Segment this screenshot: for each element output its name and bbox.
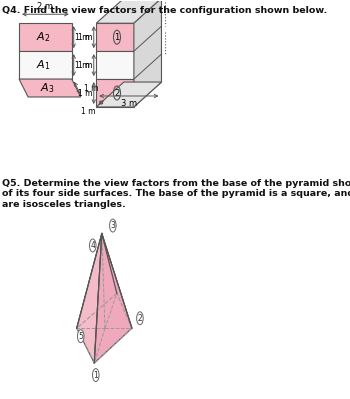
- Polygon shape: [77, 233, 102, 363]
- Text: $A_2$: $A_2$: [36, 30, 50, 44]
- Text: $A_3$: $A_3$: [40, 81, 55, 95]
- Circle shape: [90, 239, 96, 252]
- Text: 2: 2: [114, 89, 120, 97]
- Text: 1: 1: [93, 371, 98, 379]
- Text: 1 m: 1 m: [84, 83, 98, 93]
- Circle shape: [77, 330, 84, 343]
- Text: 1 m: 1 m: [78, 33, 93, 41]
- Polygon shape: [19, 23, 72, 51]
- Text: 2: 2: [138, 314, 142, 323]
- Polygon shape: [96, 0, 161, 23]
- Circle shape: [110, 219, 116, 232]
- Polygon shape: [102, 233, 132, 328]
- Text: 1 m: 1 m: [75, 61, 90, 69]
- Polygon shape: [94, 233, 132, 363]
- Text: 3 m: 3 m: [121, 99, 137, 108]
- Text: 1 m: 1 m: [78, 61, 93, 69]
- Polygon shape: [96, 23, 134, 51]
- Text: 1: 1: [114, 33, 120, 41]
- Polygon shape: [96, 51, 134, 79]
- Polygon shape: [134, 0, 161, 107]
- Text: 3: 3: [110, 221, 115, 230]
- Polygon shape: [96, 82, 161, 107]
- Circle shape: [92, 369, 99, 381]
- Polygon shape: [96, 79, 134, 107]
- Text: 1 m: 1 m: [81, 107, 95, 117]
- Text: 5: 5: [78, 332, 83, 341]
- Text: $A_1$: $A_1$: [36, 58, 50, 72]
- Text: 1 m: 1 m: [75, 33, 90, 41]
- Text: Q5. Determine the view factors from the base of the pyramid shown below to each
: Q5. Determine the view factors from the …: [2, 179, 350, 209]
- Text: Q4. Find the view factors for the configuration shown below.: Q4. Find the view factors for the config…: [2, 6, 327, 15]
- Polygon shape: [19, 79, 81, 97]
- Text: 4: 4: [90, 241, 95, 250]
- Polygon shape: [19, 51, 72, 79]
- Polygon shape: [77, 233, 117, 328]
- Text: 2 m: 2 m: [37, 2, 54, 11]
- Text: 1 m: 1 m: [78, 89, 93, 97]
- Circle shape: [136, 312, 143, 325]
